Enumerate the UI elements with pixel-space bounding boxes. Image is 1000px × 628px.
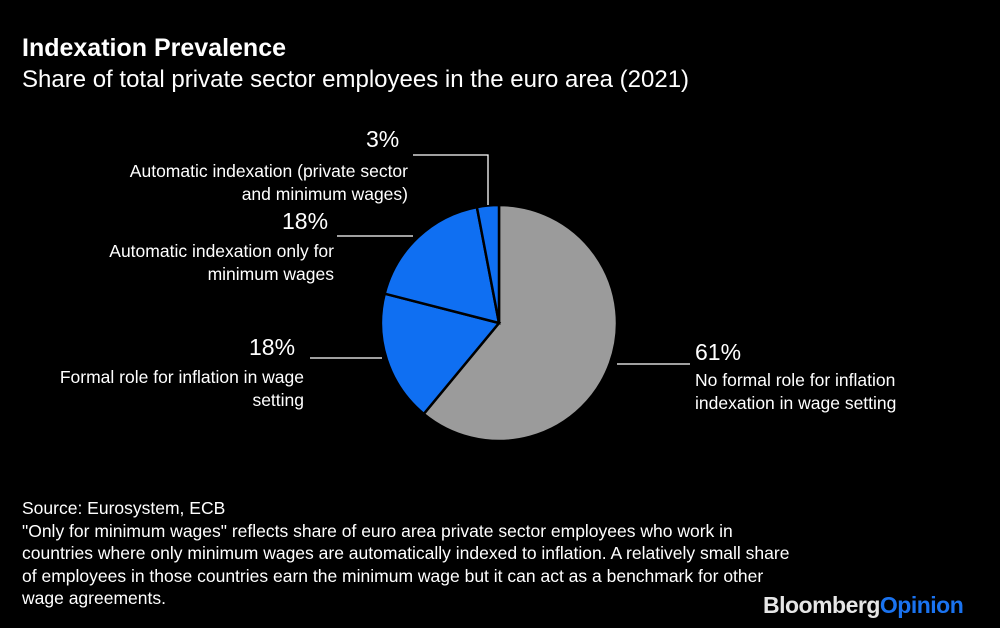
pie-slice-0 [422, 203, 619, 443]
bloomberg-opinion-logo: BloombergOpinion [763, 592, 964, 619]
slice-label-18-left: Formal role for inflation in wage settin… [59, 367, 304, 410]
footnote: Source: Eurosystem, ECB "Only for minimu… [22, 497, 802, 610]
chart-subtitle: Share of total private sector employees … [22, 66, 690, 93]
logo-bloomberg: Bloomberg [763, 592, 880, 618]
slice-value-61: 61% [695, 339, 742, 365]
note-text: "Only for minimum wages" reflects share … [22, 520, 790, 609]
logo-opinion: Opinion [879, 592, 964, 618]
slice-value-18-top: 18% [282, 208, 329, 234]
leader-line-3 [413, 154, 489, 205]
slice-label-18-top: Automatic indexation only for minimum wa… [109, 241, 334, 284]
slice-value-18-left: 18% [249, 334, 296, 360]
slice-label-3: Automatic indexation (private sector and… [129, 161, 408, 204]
pie-slice-3 [475, 203, 501, 324]
slice-value-3: 3% [366, 126, 400, 152]
slice-label-61: No formal role for inflation indexation … [695, 370, 897, 413]
pie-slice-1 [379, 292, 502, 416]
pie-slice-2 [383, 205, 501, 325]
chart-title: Indexation Prevalence [22, 34, 287, 62]
source-text: Source: Eurosystem, ECB [22, 498, 226, 518]
